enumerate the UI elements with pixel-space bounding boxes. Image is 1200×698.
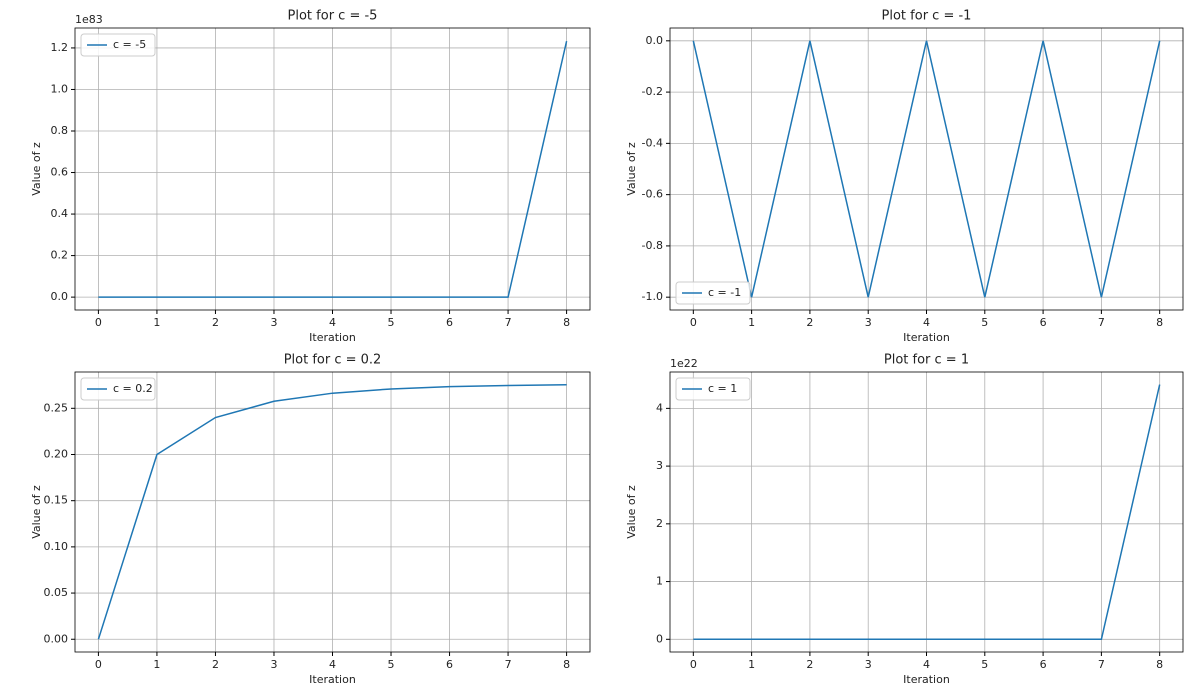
y-axis-label: Value of z <box>30 485 43 539</box>
x-tick-label: 6 <box>446 658 453 671</box>
y-tick-label: 3 <box>656 459 663 472</box>
x-tick-label: 8 <box>563 316 570 329</box>
x-tick-label: 4 <box>329 658 336 671</box>
y-tick-label: 0.00 <box>44 632 69 645</box>
x-tick-label: 7 <box>1098 316 1105 329</box>
x-tick-label: 4 <box>329 316 336 329</box>
y-tick-label: 0.20 <box>44 447 69 460</box>
x-tick-label: 2 <box>806 658 813 671</box>
x-axis-label: Iteration <box>309 673 356 686</box>
chart-title: Plot for c = -5 <box>288 9 378 24</box>
data-line <box>692 40 1161 298</box>
x-tick-label: 2 <box>806 316 813 329</box>
y-tick-label: 0.2 <box>51 249 69 262</box>
x-tick-label: 4 <box>923 658 930 671</box>
x-tick-label: 7 <box>1098 658 1105 671</box>
data-line <box>97 384 567 640</box>
x-tick-label: 4 <box>923 316 930 329</box>
x-tick-label: 3 <box>270 316 277 329</box>
legend-box <box>675 377 751 401</box>
legend-label: c = 0.2 <box>113 382 153 395</box>
x-tick-label: 8 <box>1156 658 1163 671</box>
y-axis-label: Value of z <box>30 142 43 196</box>
axes-frame <box>74 27 591 311</box>
chart-title: Plot for c = -1 <box>882 9 972 24</box>
x-tick-label: 0 <box>95 658 102 671</box>
legend: c = -1 <box>675 281 751 305</box>
y-tick-label: -0.4 <box>642 136 663 149</box>
legend: c = -5 <box>80 33 156 57</box>
subplot: 0 1 2 3 4 5 6 7 8 0.0 0.2 0.4 0.6 0.8 1.0 1.2 Plot for c… <box>30 9 591 344</box>
legend-label: c = -1 <box>708 286 741 299</box>
legend: c = 0.2 <box>80 377 156 401</box>
data-line <box>98 40 568 298</box>
x-tick-label: 3 <box>865 658 872 671</box>
x-axis-label: Iteration <box>309 331 356 344</box>
y-tick-label: 0.0 <box>646 34 664 47</box>
subplot: 0 1 2 3 4 5 6 7 8 0 1 2 3 4 Plot for c = 1 Iteration Val… <box>625 353 1184 686</box>
data-line <box>693 384 1161 641</box>
y-axis-label: Value of z <box>625 142 638 196</box>
x-tick-label: 5 <box>981 316 988 329</box>
y-tick-label: -0.8 <box>642 239 663 252</box>
y-tick-label: 0.8 <box>51 124 69 137</box>
subplot: 0 1 2 3 4 5 6 7 8 0.0 -0.2 -0.4 -0.6 -0.8 -1.0 Plot for… <box>625 9 1184 344</box>
y-offset-label: 1e22 <box>670 357 698 370</box>
x-tick-label: 2 <box>212 658 219 671</box>
x-tick-label: 5 <box>388 658 395 671</box>
axes-frame <box>74 371 591 653</box>
y-tick-label: 0.15 <box>44 494 69 507</box>
y-tick-label: 0.10 <box>44 540 69 553</box>
x-tick-label: 5 <box>981 658 988 671</box>
y-tick-label: 4 <box>656 401 663 414</box>
y-tick-label: 0.4 <box>51 207 69 220</box>
legend-box <box>80 33 156 57</box>
subplot: 0 1 2 3 4 5 6 7 8 0.00 0.05 0.10 0.15 0.20 0.25 Plot fo… <box>30 353 591 686</box>
x-tick-label: 6 <box>1040 658 1047 671</box>
y-tick-label: -0.2 <box>642 85 663 98</box>
legend-box <box>675 281 751 305</box>
y-tick-label: 1.0 <box>51 82 69 95</box>
y-tick-label: 0.25 <box>44 401 69 414</box>
y-axis-label: Value of z <box>625 485 638 539</box>
x-tick-label: 5 <box>388 316 395 329</box>
x-tick-label: 0 <box>95 316 102 329</box>
y-offset-label: 1e83 <box>75 13 103 26</box>
y-tick-label: -0.6 <box>642 188 663 201</box>
y-tick-label: 2 <box>656 517 663 530</box>
x-axis-label: Iteration <box>903 673 950 686</box>
x-tick-label: 3 <box>865 316 872 329</box>
x-axis-label: Iteration <box>903 331 950 344</box>
y-tick-label: 0.6 <box>51 166 69 179</box>
legend: c = 1 <box>675 377 751 401</box>
x-tick-label: 7 <box>505 658 512 671</box>
y-tick-label: 0.0 <box>51 290 69 303</box>
axes-frame <box>669 27 1184 311</box>
axes-frame <box>669 371 1184 653</box>
y-tick-label: 0.05 <box>44 586 69 599</box>
y-tick-label: 1 <box>656 575 663 588</box>
y-tick-label: -1.0 <box>642 290 663 303</box>
y-tick-label: 0 <box>656 632 663 645</box>
x-tick-label: 3 <box>270 658 277 671</box>
x-tick-label: 8 <box>1156 316 1163 329</box>
legend-label: c = -5 <box>113 38 146 51</box>
x-tick-label: 1 <box>153 316 160 329</box>
y-tick-label: 1.2 <box>51 41 69 54</box>
x-tick-label: 7 <box>505 316 512 329</box>
x-tick-label: 1 <box>748 316 755 329</box>
x-tick-label: 1 <box>748 658 755 671</box>
x-tick-label: 6 <box>446 316 453 329</box>
x-tick-label: 8 <box>563 658 570 671</box>
x-tick-label: 6 <box>1040 316 1047 329</box>
chart-title: Plot for c = 0.2 <box>284 353 382 368</box>
x-tick-label: 1 <box>153 658 160 671</box>
x-tick-label: 0 <box>690 658 697 671</box>
legend-box <box>80 377 156 401</box>
legend-label: c = 1 <box>708 382 737 395</box>
x-tick-label: 0 <box>690 316 697 329</box>
chart-title: Plot for c = 1 <box>884 353 969 368</box>
x-tick-label: 2 <box>212 316 219 329</box>
